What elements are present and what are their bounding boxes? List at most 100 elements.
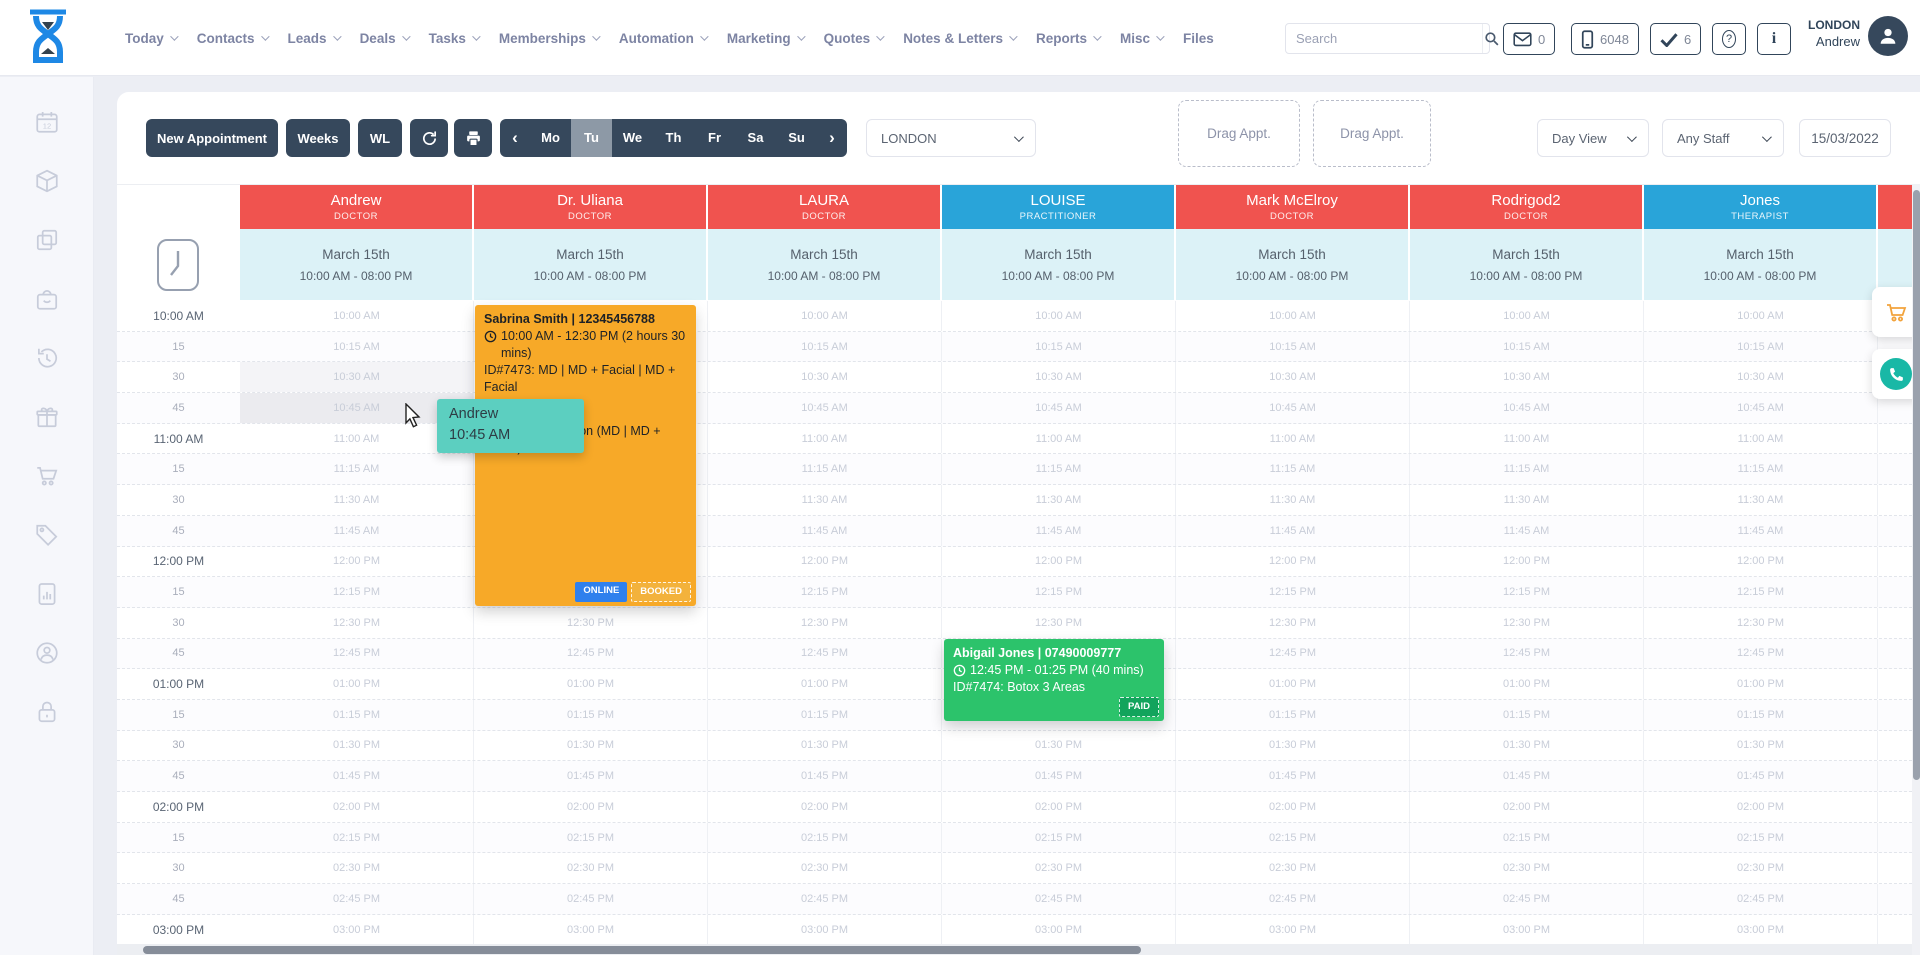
slot-mark-mcelroy-01-45-pm[interactable]: 01:45 PM: [1176, 761, 1410, 791]
slot-laura-02-15-pm[interactable]: 02:15 PM: [708, 822, 942, 853]
horizontal-scrollbar[interactable]: [117, 944, 1920, 955]
slot-jones-03-00-pm[interactable]: 03:00 PM: [1644, 914, 1878, 945]
gift-icon[interactable]: [34, 404, 60, 430]
slot-laura-01-00-pm[interactable]: 01:00 PM: [708, 669, 942, 699]
slot-andrew-01-30-pm[interactable]: 01:30 PM: [240, 730, 474, 761]
drag-appt-slot-1[interactable]: Drag Appt.: [1178, 100, 1300, 167]
slot-dr-uliana-12-45-pm[interactable]: 12:45 PM: [474, 638, 708, 669]
slot-andrew-01-15-pm[interactable]: 01:15 PM: [240, 699, 474, 730]
slot-rodrigod2-01-45-pm[interactable]: 01:45 PM: [1410, 761, 1644, 791]
slot-laura-12-45-pm[interactable]: 12:45 PM: [708, 638, 942, 669]
slot-louise-12-15-pm[interactable]: 12:15 PM: [942, 577, 1176, 607]
slot-andrew-02-45-pm[interactable]: 02:45 PM: [240, 884, 474, 914]
slot-jones-01-15-pm[interactable]: 01:15 PM: [1644, 699, 1878, 730]
slot-rodrigod2-10-00-am[interactable]: 10:00 AM: [1410, 301, 1644, 331]
menu-item-today[interactable]: Today: [125, 31, 179, 46]
staff-column-header-louise[interactable]: LOUISE PRACTITIONER: [942, 185, 1176, 229]
slot-mark-mcelroy-12-00-pm[interactable]: 12:00 PM: [1176, 546, 1410, 577]
slot-dr-uliana-03-00-pm[interactable]: 03:00 PM: [474, 914, 708, 945]
report-icon[interactable]: [34, 581, 60, 607]
menu-item-leads[interactable]: Leads: [288, 31, 342, 46]
vertical-scrollbar[interactable]: [1912, 184, 1920, 955]
slot-laura-10-30-am[interactable]: 10:30 AM: [708, 362, 942, 393]
slot-mark-mcelroy-01-00-pm[interactable]: 01:00 PM: [1176, 669, 1410, 699]
slot-andrew-11-30-am[interactable]: 11:30 AM: [240, 485, 474, 515]
slot-jones-10-15-am[interactable]: 10:15 AM: [1644, 331, 1878, 362]
slot-andrew-12-30-pm[interactable]: 12:30 PM: [240, 607, 474, 638]
menu-item-contacts[interactable]: Contacts: [197, 31, 270, 46]
slot-dr-uliana-02-45-pm[interactable]: 02:45 PM: [474, 884, 708, 914]
menu-item-automation[interactable]: Automation: [619, 31, 709, 46]
slot-jones-01-30-pm[interactable]: 01:30 PM: [1644, 730, 1878, 761]
slot-louise-01-45-pm[interactable]: 01:45 PM: [942, 761, 1176, 791]
slot-jones-10-30-am[interactable]: 10:30 AM: [1644, 362, 1878, 393]
slot-jones-11-45-am[interactable]: 11:45 AM: [1644, 515, 1878, 546]
slot-andrew-11-45-am[interactable]: 11:45 AM: [240, 515, 474, 546]
slot-jones-12-30-pm[interactable]: 12:30 PM: [1644, 607, 1878, 638]
slot-rodrigod2-01-00-pm[interactable]: 01:00 PM: [1410, 669, 1644, 699]
slot-andrew-01-45-pm[interactable]: 01:45 PM: [240, 761, 474, 791]
slot-mark-mcelroy-02-15-pm[interactable]: 02:15 PM: [1176, 822, 1410, 853]
slot-andrew-02-00-pm[interactable]: 02:00 PM: [240, 792, 474, 822]
slot-louise-10-45-am[interactable]: 10:45 AM: [942, 393, 1176, 423]
view-select[interactable]: Day View: [1537, 119, 1649, 157]
slot-laura-10-00-am[interactable]: 10:00 AM: [708, 301, 942, 331]
slot-laura-10-15-am[interactable]: 10:15 AM: [708, 331, 942, 362]
slot-louise-11-15-am[interactable]: 11:15 AM: [942, 454, 1176, 485]
slot-rodrigod2-12-00-pm[interactable]: 12:00 PM: [1410, 546, 1644, 577]
slot-andrew-10-30-am[interactable]: 10:30 AM: [240, 362, 474, 393]
menu-item-tasks[interactable]: Tasks: [429, 31, 481, 46]
menu-item-reports[interactable]: Reports: [1036, 31, 1102, 46]
menu-item-quotes[interactable]: Quotes: [824, 31, 885, 46]
slot-laura-02-00-pm[interactable]: 02:00 PM: [708, 792, 942, 822]
history-icon[interactable]: [34, 345, 60, 371]
menu-item-notes-letters[interactable]: Notes & Letters: [903, 31, 1018, 46]
slot-louise-10-00-am[interactable]: 10:00 AM: [942, 301, 1176, 331]
slot-louise-03-00-pm[interactable]: 03:00 PM: [942, 914, 1176, 945]
appointment-sabrina-smith[interactable]: Sabrina Smith | 12345456788 10:00 AM - 1…: [475, 305, 696, 606]
slot-mark-mcelroy-12-30-pm[interactable]: 12:30 PM: [1176, 607, 1410, 638]
print-button[interactable]: [454, 119, 492, 157]
slot-louise-02-15-pm[interactable]: 02:15 PM: [942, 822, 1176, 853]
slot-rodrigod2-03-00-pm[interactable]: 03:00 PM: [1410, 914, 1644, 945]
slot-laura-03-00-pm[interactable]: 03:00 PM: [708, 914, 942, 945]
tasks-badge-button[interactable]: 6: [1650, 23, 1702, 55]
stock-icon[interactable]: [34, 168, 60, 194]
slot-mark-mcelroy-10-15-am[interactable]: 10:15 AM: [1176, 331, 1410, 362]
slot-laura-11-00-am[interactable]: 11:00 AM: [708, 423, 942, 454]
slot-andrew-12-15-pm[interactable]: 12:15 PM: [240, 577, 474, 607]
slot-dr-uliana-01-30-pm[interactable]: 01:30 PM: [474, 730, 708, 761]
slot-dr-uliana-02-00-pm[interactable]: 02:00 PM: [474, 792, 708, 822]
wl-button[interactable]: WL: [358, 119, 402, 157]
slot-dr-uliana-02-15-pm[interactable]: 02:15 PM: [474, 822, 708, 853]
slot-louise-11-30-am[interactable]: 11:30 AM: [942, 485, 1176, 515]
avatar[interactable]: [1868, 16, 1908, 56]
drag-appt-slot-2[interactable]: Drag Appt.: [1313, 100, 1431, 167]
sms-badge-button[interactable]: 6048: [1571, 23, 1639, 55]
slot-rodrigod2-10-30-am[interactable]: 10:30 AM: [1410, 362, 1644, 393]
slot-rodrigod2-01-30-pm[interactable]: 01:30 PM: [1410, 730, 1644, 761]
slot-rodrigod2-02-45-pm[interactable]: 02:45 PM: [1410, 884, 1644, 914]
staff-column-header-jones[interactable]: Jones THERAPIST: [1644, 185, 1878, 229]
slot-mark-mcelroy-10-45-am[interactable]: 10:45 AM: [1176, 393, 1410, 423]
slot-jones-01-45-pm[interactable]: 01:45 PM: [1644, 761, 1878, 791]
slot-andrew-02-30-pm[interactable]: 02:30 PM: [240, 853, 474, 884]
slot-mark-mcelroy-11-45-am[interactable]: 11:45 AM: [1176, 515, 1410, 546]
slot-jones-12-00-pm[interactable]: 12:00 PM: [1644, 546, 1878, 577]
slot-jones-10-00-am[interactable]: 10:00 AM: [1644, 301, 1878, 331]
help-button[interactable]: ?: [1712, 23, 1746, 55]
slot-louise-12-00-pm[interactable]: 12:00 PM: [942, 546, 1176, 577]
slot-mark-mcelroy-02-00-pm[interactable]: 02:00 PM: [1176, 792, 1410, 822]
staff-column-header-mark-mcelroy[interactable]: Mark McElroy DOCTOR: [1176, 185, 1410, 229]
staff-column-header-dr-uliana[interactable]: Dr. Uliana DOCTOR: [474, 185, 708, 229]
slot-rodrigod2-12-15-pm[interactable]: 12:15 PM: [1410, 577, 1644, 607]
slot-mark-mcelroy-02-45-pm[interactable]: 02:45 PM: [1176, 884, 1410, 914]
slot-rodrigod2-10-45-am[interactable]: 10:45 AM: [1410, 393, 1644, 423]
horizontal-scrollbar-thumb[interactable]: [143, 945, 1141, 954]
slot-louise-02-45-pm[interactable]: 02:45 PM: [942, 884, 1176, 914]
staff-column-header-rodrigod2[interactable]: Rodrigod2 DOCTOR: [1410, 185, 1644, 229]
slot-laura-12-15-pm[interactable]: 12:15 PM: [708, 577, 942, 607]
slot-andrew-11-15-am[interactable]: 11:15 AM: [240, 454, 474, 485]
staff-select[interactable]: Any Staff: [1662, 119, 1784, 157]
refresh-button[interactable]: [410, 119, 448, 157]
